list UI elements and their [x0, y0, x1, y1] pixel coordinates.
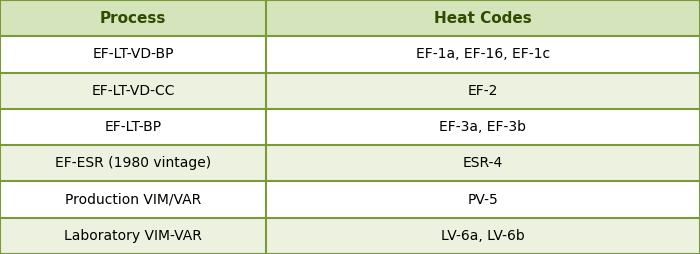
Text: Production VIM/VAR: Production VIM/VAR — [65, 193, 201, 207]
FancyBboxPatch shape — [0, 36, 266, 73]
FancyBboxPatch shape — [266, 73, 700, 109]
Text: ESR-4: ESR-4 — [463, 156, 503, 170]
FancyBboxPatch shape — [266, 181, 700, 218]
FancyBboxPatch shape — [0, 0, 266, 36]
Text: EF-LT-VD-BP: EF-LT-VD-BP — [92, 47, 174, 61]
Text: EF-LT-VD-CC: EF-LT-VD-CC — [91, 84, 175, 98]
Text: PV-5: PV-5 — [468, 193, 498, 207]
Text: EF-1a, EF-16, EF-1c: EF-1a, EF-16, EF-1c — [416, 47, 550, 61]
FancyBboxPatch shape — [266, 145, 700, 181]
Text: Laboratory VIM-VAR: Laboratory VIM-VAR — [64, 229, 202, 243]
FancyBboxPatch shape — [266, 36, 700, 73]
Text: EF-ESR (1980 vintage): EF-ESR (1980 vintage) — [55, 156, 211, 170]
Text: EF-2: EF-2 — [468, 84, 498, 98]
FancyBboxPatch shape — [0, 218, 266, 254]
Text: Heat Codes: Heat Codes — [434, 11, 532, 26]
FancyBboxPatch shape — [0, 181, 266, 218]
Text: EF-LT-BP: EF-LT-BP — [104, 120, 162, 134]
FancyBboxPatch shape — [266, 109, 700, 145]
Text: LV-6a, LV-6b: LV-6a, LV-6b — [441, 229, 525, 243]
Text: Process: Process — [100, 11, 166, 26]
Text: EF-3a, EF-3b: EF-3a, EF-3b — [440, 120, 526, 134]
FancyBboxPatch shape — [266, 0, 700, 36]
FancyBboxPatch shape — [0, 145, 266, 181]
FancyBboxPatch shape — [0, 109, 266, 145]
FancyBboxPatch shape — [266, 218, 700, 254]
FancyBboxPatch shape — [0, 73, 266, 109]
